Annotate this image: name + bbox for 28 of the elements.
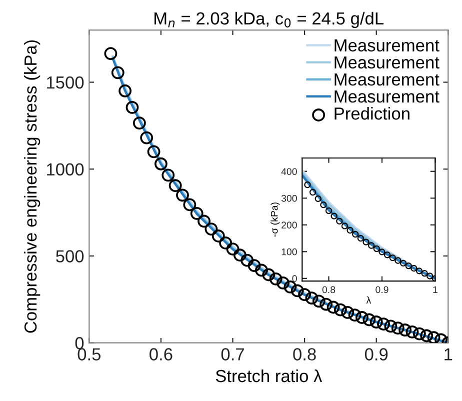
x-tick-label: 0.5 <box>78 348 101 360</box>
x-tick-label: 0.6 <box>150 348 172 360</box>
x-tick-label: 1 <box>433 286 438 294</box>
x-tick-label: 0.9 <box>376 286 388 294</box>
y-tick-label: 500 <box>56 250 84 262</box>
legend-label: Measurement <box>334 39 440 52</box>
y-tick-label: 300 <box>281 194 297 202</box>
y-tick-label: 0 <box>292 275 297 282</box>
x-axis-title: Stretch ratio λ <box>216 369 322 382</box>
x-tick-label: 0.7 <box>221 348 244 360</box>
x-tick-label: 0.8 <box>322 286 336 294</box>
y-axis-title: -σ (kPa) <box>270 202 280 237</box>
y-tick-label: 1000 <box>47 163 84 176</box>
legend-label: Measurement <box>334 90 440 103</box>
y-tick-label: 100 <box>282 248 297 256</box>
chart-title: M$_{n}$ = 2.03 kDa, c$_{0}$ = 24.5 g/dL <box>154 12 384 28</box>
x-axis-title: λ <box>366 296 372 304</box>
y-tick-label: 0 <box>75 337 84 350</box>
x-tick-label: 1 <box>444 348 452 360</box>
y-tick-label: 200 <box>282 222 297 229</box>
legend-label: Prediction <box>334 106 410 120</box>
x-tick-label: 0.9 <box>364 348 388 360</box>
y-axis-title: Compressive engineering stress (kPa) <box>24 40 40 333</box>
y-tick-label: 1500 <box>47 76 84 89</box>
legend-label: Measurement <box>334 73 440 86</box>
y-tick-label: 400 <box>281 168 297 175</box>
x-tick-label: 0.8 <box>293 348 316 360</box>
legend-label: Measurement <box>334 56 440 69</box>
